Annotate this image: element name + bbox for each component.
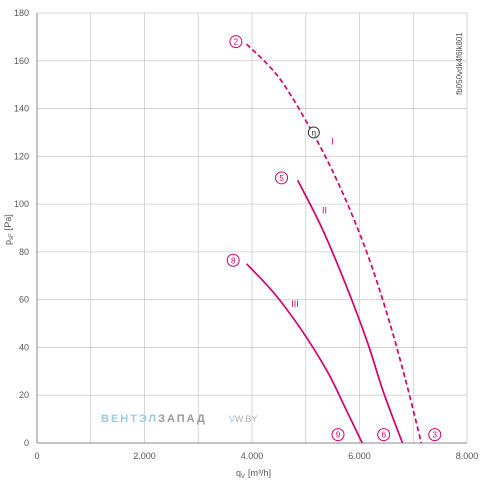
watermark-part-3: V — [229, 414, 235, 424]
marker-circle — [226, 253, 240, 267]
marker-2: 2 — [229, 35, 243, 49]
marker-text: 3 — [433, 431, 438, 440]
y-tick-label: 160 — [14, 56, 29, 66]
marker-circle — [331, 428, 345, 442]
axes — [36, 13, 467, 444]
x-axis-symbol: q — [236, 468, 241, 478]
x-tick-label: 8.000 — [456, 451, 479, 461]
efficiency-marker: η — [307, 126, 320, 139]
watermark-part-2: ЗАПАД — [158, 413, 207, 425]
marker-circle — [275, 171, 289, 185]
marker-8: 8 — [226, 253, 240, 267]
y-axis-subscript: sF — [9, 233, 15, 240]
x-tick-label: 4.000 — [241, 451, 264, 461]
y-tick-label: 80 — [19, 247, 29, 257]
y-axis-title: psF [Pa] — [3, 214, 15, 245]
y-tick-label: 100 — [14, 199, 29, 209]
marker-circle — [377, 428, 391, 442]
y-tick-label: 60 — [19, 295, 29, 305]
marker-text: 9 — [336, 431, 341, 440]
marker-6: 6 — [377, 428, 391, 442]
y-tick-label: 0 — [24, 438, 29, 448]
marker-text: 5 — [279, 174, 284, 183]
efficiency-text: η — [312, 128, 316, 137]
marker-text: 8 — [231, 256, 236, 265]
curve-ii — [296, 179, 404, 444]
marker-circle — [229, 35, 243, 49]
marker-5: 5 — [275, 171, 289, 185]
tick-labels: 0 2.000 4.000 6.000 8.000 0 20 40 60 80 100 120 140 1… — [14, 8, 478, 461]
efficiency-circle — [307, 126, 320, 139]
x-tick-label: 0 — [34, 451, 39, 461]
grid — [36, 12, 468, 444]
curve-label-iii: III — [291, 299, 299, 309]
curve-iii — [246, 263, 363, 444]
y-axis-symbol: p — [3, 240, 13, 245]
curve-label-ii: II — [322, 206, 327, 216]
product-code: fb050vdk4f6lk801 — [455, 32, 464, 95]
marker-circle — [428, 428, 442, 442]
watermark: ВЕНТЭЛЗАПАД VW.BY — [101, 413, 257, 425]
marker-text: 2 — [234, 38, 239, 47]
x-tick-label: 2.000 — [133, 451, 156, 461]
y-tick-label: 180 — [14, 8, 29, 18]
y-tick-label: 120 — [14, 151, 29, 161]
y-tick-label: 40 — [19, 342, 29, 352]
x-tick-label: 6.000 — [348, 451, 371, 461]
marker-3: 3 — [428, 428, 442, 442]
watermark-part-1: ВЕНТЭЛ — [101, 413, 158, 425]
curves — [246, 43, 423, 444]
y-tick-label: 140 — [14, 104, 29, 114]
x-axis-unit: [m³/h] — [248, 468, 271, 478]
y-axis-unit: [Pa] — [3, 214, 13, 230]
curve-label-i: I — [331, 136, 334, 146]
markers: 2 5 8 9 6 3 η — [226, 35, 442, 442]
curve-i — [246, 43, 423, 444]
y-tick-label: 20 — [19, 390, 29, 400]
x-axis-subscript: V — [241, 474, 245, 480]
marker-text: 6 — [381, 431, 386, 440]
x-axis-title: qV [m³/h] — [236, 468, 271, 480]
watermark-part-4: W.BY — [235, 414, 258, 424]
marker-9: 9 — [331, 428, 345, 442]
